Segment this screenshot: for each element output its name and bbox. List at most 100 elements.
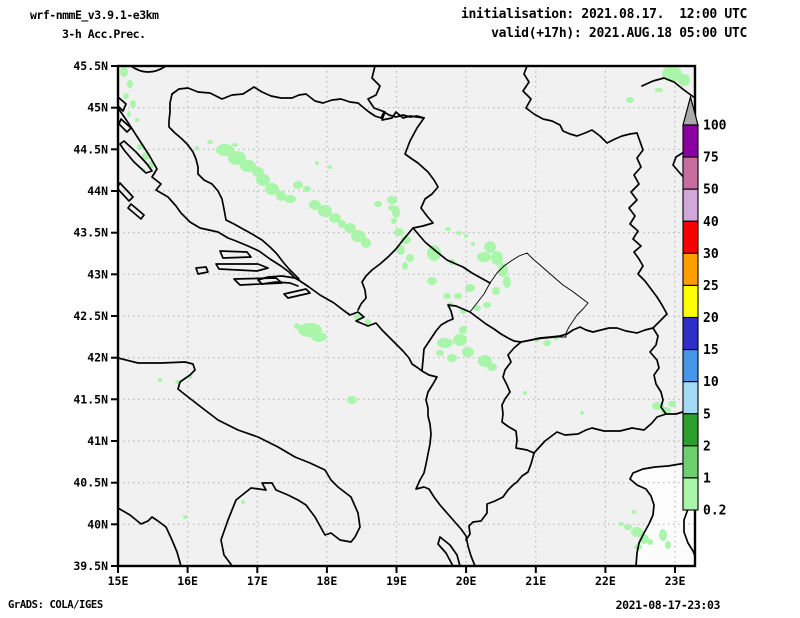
precip-patch [402, 262, 408, 270]
precip-patch [503, 276, 511, 288]
precip-patch [232, 143, 238, 147]
product-title: 3-h Acc.Prec. [62, 27, 146, 41]
colorbar-label: 0.2 [703, 504, 726, 519]
lat-tick-label: 45.5N [73, 59, 108, 73]
colorbar-segment [683, 189, 698, 221]
colorbar-label: 20 [703, 311, 719, 326]
precip-patch [659, 529, 667, 541]
precip-patch [618, 522, 624, 526]
lat-tick-label: 40N [87, 517, 108, 531]
lon-tick-label: 21E [525, 574, 546, 588]
precip-patch [356, 232, 366, 242]
colorbar-label: 50 [703, 183, 719, 198]
precip-patch [543, 340, 551, 346]
precip-patch [471, 242, 475, 246]
precip-patch [626, 97, 634, 103]
colorbar-segment [683, 318, 698, 350]
precip-patch [456, 231, 462, 235]
lon-tick-label: 18E [317, 574, 338, 588]
precip-patch [365, 319, 371, 325]
colorbar-label: 15 [703, 343, 719, 358]
colorbar-label: 100 [703, 119, 727, 134]
precip-patch [241, 500, 245, 504]
colorbar-segment [683, 478, 698, 510]
lat-tick-label: 44.5N [73, 142, 108, 156]
precip-patch [465, 284, 475, 292]
colorbar-segment [683, 253, 698, 285]
precip-patch [394, 228, 404, 236]
lat-tick-label: 42N [87, 351, 108, 365]
creation-timestamp: 2021-08-17-23:03 [616, 598, 720, 612]
colorbar-segment [683, 414, 698, 446]
precip-patch [315, 161, 319, 165]
precip-patch [328, 165, 332, 169]
colorbar-label: 75 [703, 151, 719, 166]
colorbar-label: 40 [703, 215, 719, 230]
lon-tick-label: 23E [665, 574, 686, 588]
precip-patch [303, 186, 311, 192]
colorbar: 10075504030252015105210.2 [683, 97, 727, 519]
precip-patch [293, 181, 303, 189]
colorbar-label: 25 [703, 279, 719, 294]
precip-patch [464, 234, 468, 238]
lat-tick-label: 42.5N [73, 309, 108, 323]
valid-time-label: valid(+17h): 2021.AUG.18 05:00 UTC [491, 26, 747, 41]
precip-patch [436, 350, 444, 356]
lat-tick-label: 40.5N [73, 476, 108, 490]
colorbar-label: 30 [703, 247, 719, 262]
lon-tick-label: 22E [595, 574, 616, 588]
grads-attribution: GrADS: COLA/IGES [8, 599, 103, 611]
precip-patch [437, 338, 453, 348]
precip-patch [158, 378, 162, 382]
lon-tick-label: 15E [108, 574, 129, 588]
precip-patch [127, 111, 131, 117]
precip-patch [445, 227, 451, 231]
precip-patch [387, 196, 397, 204]
colorbar-segment [683, 125, 698, 157]
precip-patch [347, 396, 357, 404]
precip-patch [665, 541, 671, 549]
precip-patch [120, 67, 128, 77]
precip-patch [447, 354, 457, 362]
lon-tick-label: 17E [247, 574, 268, 588]
lat-tick-label: 41N [87, 434, 108, 448]
precip-patch [484, 241, 496, 253]
precip-patch [406, 254, 414, 262]
colorbar-label: 1 [703, 471, 711, 486]
precip-patch [183, 515, 187, 519]
lat-tick-label: 43.5N [73, 226, 108, 240]
lon-tick-label: 19E [386, 574, 407, 588]
colorbar-segment [683, 285, 698, 317]
lon-tick-label: 16E [177, 574, 198, 588]
precip-patch [492, 287, 500, 295]
precip-patch [374, 201, 382, 207]
precip-patch [624, 524, 632, 530]
precip-patch [678, 74, 690, 86]
lat-tick-label: 45N [87, 101, 108, 115]
colorbar-segment [683, 350, 698, 382]
colorbar-segment [683, 446, 698, 478]
precip-patch [135, 118, 139, 122]
precip-patch [123, 93, 129, 99]
precip-patch [580, 411, 584, 415]
precip-patch [523, 391, 527, 395]
precip-patch [462, 347, 474, 357]
colorbar-segment [683, 382, 698, 414]
lat-tick-label: 41.5N [73, 392, 108, 406]
precip-patch [294, 323, 300, 329]
lat-tick-label: 43N [87, 267, 108, 281]
colorbar-segment [683, 157, 698, 189]
precip-patch [453, 334, 467, 346]
precip-patch [632, 510, 636, 514]
precip-patch [391, 218, 397, 224]
precip-patch [647, 539, 653, 545]
weather-map-page: wrf-nmmE_v3.9.1-e3km 3-h Acc.Prec. initi… [0, 0, 800, 618]
initialisation-label: initialisation: 2021.08.17. 12:00 UTC [461, 7, 747, 22]
precip-patch [668, 401, 676, 407]
precip-patch [311, 332, 327, 342]
precip-patch [491, 251, 503, 265]
precip-patch [130, 100, 136, 108]
model-title: wrf-nmmE_v3.9.1-e3km [30, 8, 158, 22]
precip-patch [454, 293, 462, 299]
colorbar-label: 2 [703, 439, 711, 454]
